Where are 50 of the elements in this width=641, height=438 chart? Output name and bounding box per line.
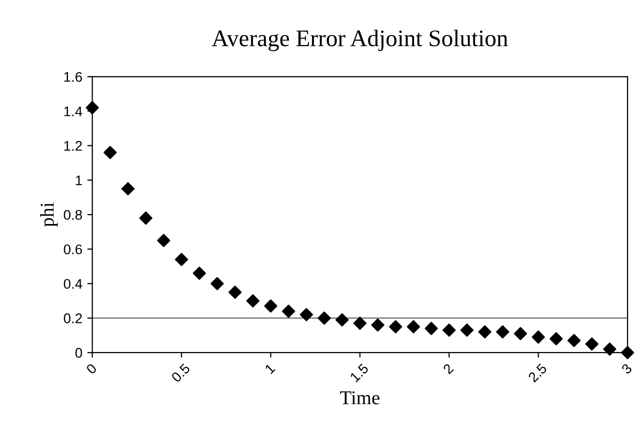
y-tick-label: 0 bbox=[75, 348, 82, 358]
point bbox=[496, 325, 510, 338]
point bbox=[478, 325, 492, 338]
x-tick-label: 2.5 bbox=[528, 362, 548, 383]
point bbox=[603, 342, 616, 356]
x-tick-label: 2 bbox=[442, 363, 454, 374]
point bbox=[550, 332, 563, 346]
point bbox=[514, 327, 528, 340]
point bbox=[264, 299, 278, 313]
point bbox=[442, 324, 456, 337]
point bbox=[282, 304, 296, 318]
point bbox=[460, 324, 474, 337]
point bbox=[157, 234, 170, 248]
x-tick-label: 0 bbox=[86, 362, 98, 375]
point bbox=[585, 337, 598, 351]
point bbox=[371, 318, 384, 332]
y-tick-label: 1 bbox=[76, 176, 82, 186]
x-tick-label: 3 bbox=[620, 363, 632, 375]
y-tick-label: 1.6 bbox=[64, 72, 82, 82]
y-tick-label: 1.2 bbox=[64, 140, 82, 151]
x-tick-label: 1.5 bbox=[350, 363, 369, 382]
point bbox=[86, 101, 99, 114]
x-axis-title: Time bbox=[340, 391, 380, 404]
y-tick-label: 1.4 bbox=[64, 106, 82, 116]
point bbox=[532, 330, 545, 344]
point bbox=[104, 146, 117, 160]
point bbox=[335, 313, 349, 326]
x-tick-label: 1 bbox=[264, 363, 276, 374]
point bbox=[228, 286, 242, 299]
y-tick-label: 0.6 bbox=[64, 244, 82, 254]
point bbox=[210, 277, 224, 290]
x-tick-label: 0.5 bbox=[170, 362, 191, 383]
point bbox=[406, 320, 420, 334]
point bbox=[424, 322, 438, 336]
point bbox=[192, 266, 206, 280]
point bbox=[389, 320, 402, 334]
point bbox=[353, 316, 367, 330]
point bbox=[246, 294, 260, 308]
point bbox=[121, 182, 135, 196]
chart-title: Average Error Adjoint Solution bbox=[212, 30, 508, 52]
point bbox=[300, 308, 313, 322]
point bbox=[620, 346, 634, 360]
y-tick-label: 0.4 bbox=[64, 278, 82, 289]
y-axis-title: phi bbox=[40, 202, 58, 227]
y-tick-label: 0.8 bbox=[64, 210, 82, 220]
point bbox=[139, 211, 152, 225]
point bbox=[318, 312, 331, 325]
point bbox=[567, 334, 581, 348]
y-tick-label: 0.2 bbox=[64, 313, 82, 324]
point bbox=[174, 252, 188, 266]
